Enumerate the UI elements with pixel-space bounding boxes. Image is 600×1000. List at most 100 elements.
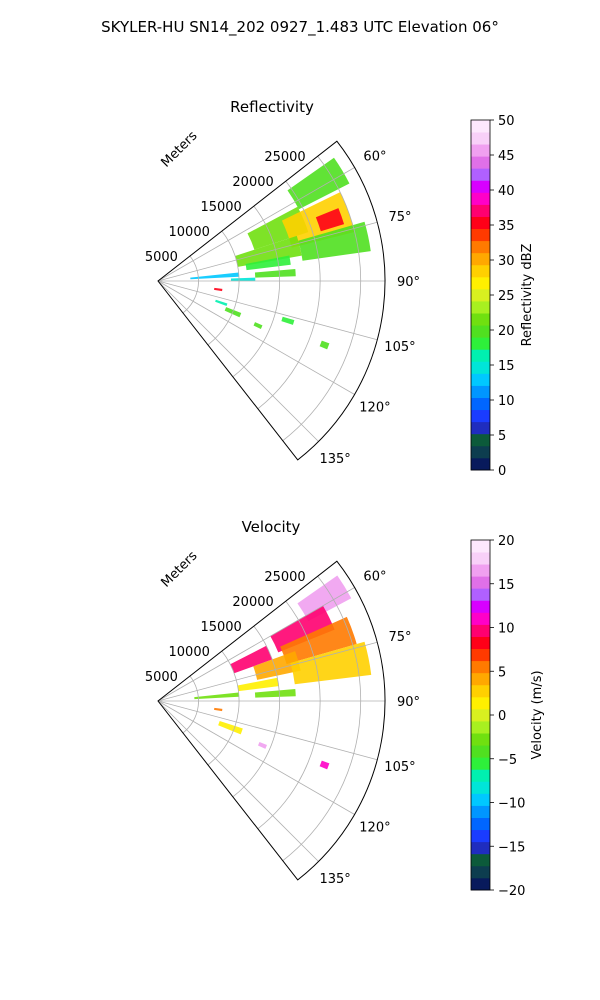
range-tick-label: 10000 bbox=[169, 225, 210, 240]
colorbar-segment bbox=[471, 228, 490, 242]
azimuth-spoke bbox=[157, 280, 319, 442]
colorbar-segment bbox=[471, 636, 490, 650]
reflectivity-panel: Reflectivity 5000 10000 15000 20000 25000 60… bbox=[145, 98, 420, 467]
azimuth-spoke bbox=[157, 700, 355, 815]
velocity-echo bbox=[230, 645, 273, 674]
colorbar-segment bbox=[471, 696, 490, 710]
colorbar-segment bbox=[471, 769, 490, 782]
azimuth-tick-label: 105° bbox=[384, 760, 415, 775]
range-tick-label: 5000 bbox=[145, 670, 178, 685]
range-ring bbox=[182, 675, 199, 734]
colorbar-tick-label: 10 bbox=[498, 394, 515, 409]
velocity-echo bbox=[270, 605, 335, 653]
colorbar-tick-label: 5 bbox=[498, 429, 506, 444]
reflectivity-echo bbox=[281, 316, 295, 325]
colorbar-segment bbox=[471, 337, 490, 350]
colorbar-tick-label: 5 bbox=[498, 665, 506, 680]
colorbar-segment bbox=[471, 156, 490, 169]
velocity-echo bbox=[214, 707, 223, 712]
velocity-title: Velocity bbox=[242, 518, 301, 536]
reflectivity-echo bbox=[319, 340, 330, 350]
reflectivity-echo bbox=[230, 277, 256, 281]
range-tick-label: 10000 bbox=[169, 645, 210, 660]
velocity-grid bbox=[157, 560, 386, 881]
colorbar-segment bbox=[471, 192, 490, 205]
colorbar-segment bbox=[471, 660, 490, 674]
colorbar-segment bbox=[471, 264, 490, 278]
colorbar-tick-label: 15 bbox=[498, 578, 515, 593]
reflectivity-echo bbox=[298, 221, 371, 261]
colorbar-segment bbox=[471, 421, 490, 435]
velocity-echo bbox=[254, 688, 296, 698]
velocity-colorbar: −20 −15 −10 −5 0 5 10 15 20 Velocity (m/s) bbox=[470, 534, 545, 899]
colorbar-tick-label: 20 bbox=[498, 534, 515, 549]
colorbar-segment bbox=[471, 708, 490, 722]
colorbar-segment bbox=[471, 216, 490, 230]
azimuth-spoke bbox=[157, 587, 355, 702]
sector-frame bbox=[157, 560, 386, 881]
sector-frame bbox=[157, 140, 386, 461]
colorbar-segment bbox=[471, 301, 490, 314]
azimuth-tick-label: 135° bbox=[319, 872, 350, 887]
figure-title: SKYLER-HU SN14_202 0927_1.483 UTC Elevat… bbox=[101, 18, 499, 37]
colorbar-tick-label: −20 bbox=[498, 884, 525, 899]
colorbar-segment bbox=[471, 805, 490, 818]
reflectivity-colorbar-label: Reflectivity dBZ bbox=[520, 244, 535, 347]
colorbar-tick-label: 50 bbox=[498, 114, 515, 129]
range-ring bbox=[282, 575, 362, 862]
colorbar-tick-label: 0 bbox=[498, 709, 506, 724]
velocity-echo bbox=[297, 575, 352, 622]
colorbar-segment bbox=[471, 865, 490, 879]
azimuth-spoke bbox=[157, 167, 355, 282]
colorbar-tick-label: 15 bbox=[498, 359, 515, 374]
azimuth-tick-label: 120° bbox=[359, 820, 390, 835]
reflectivity-echo bbox=[214, 287, 223, 292]
range-ring bbox=[257, 180, 321, 410]
velocity-echoes bbox=[194, 575, 372, 770]
colorbar-segment bbox=[471, 757, 490, 770]
range-ring bbox=[232, 625, 281, 798]
colorbar-segment bbox=[471, 817, 490, 831]
velocity-azimuth-labels: 60° 75° 90° 105° 120° 135° bbox=[319, 570, 420, 887]
range-ring bbox=[207, 230, 240, 346]
colorbar-segment bbox=[471, 349, 490, 362]
colorbar-segment bbox=[471, 781, 490, 794]
colorbar-segment bbox=[471, 385, 490, 398]
colorbar-segment bbox=[471, 745, 490, 758]
azimuth-tick-label: 60° bbox=[363, 150, 386, 165]
range-tick-label: 5000 bbox=[145, 250, 178, 265]
colorbar-segment bbox=[471, 288, 490, 302]
colorbar-segment bbox=[471, 457, 490, 471]
colorbar-segment bbox=[471, 120, 490, 133]
colorbar-segment bbox=[471, 373, 490, 386]
colorbar-tick-label: 20 bbox=[498, 324, 515, 339]
colorbar-segment bbox=[471, 576, 490, 589]
colorbar-segment bbox=[471, 168, 490, 181]
colorbar-tick-label: −15 bbox=[498, 840, 525, 855]
reflectivity-azimuth-labels: 60° 75° 90° 105° 120° 135° bbox=[319, 150, 420, 467]
velocity-echo bbox=[290, 641, 372, 685]
colorbar-segment bbox=[471, 648, 490, 662]
colorbar-tick-label: −10 bbox=[498, 797, 525, 812]
colorbar-segment bbox=[471, 240, 490, 254]
colorbar-tick-label: 10 bbox=[498, 622, 515, 637]
velocity-echo bbox=[253, 651, 301, 680]
reflectivity-echoes bbox=[190, 157, 371, 350]
reflectivity-grid bbox=[157, 140, 386, 461]
colorbar-tick-label: 40 bbox=[498, 184, 515, 199]
velocity-echo bbox=[257, 741, 267, 749]
colorbar-segment bbox=[471, 445, 490, 459]
azimuth-tick-label: 90° bbox=[397, 275, 420, 290]
colorbar-segment bbox=[471, 204, 490, 217]
azimuth-spoke bbox=[157, 221, 378, 282]
colorbar-segment bbox=[471, 672, 490, 686]
azimuth-tick-label: 90° bbox=[397, 695, 420, 710]
colorbar-segment bbox=[471, 409, 490, 423]
colorbar-tick-label: 35 bbox=[498, 219, 515, 234]
colorbar-segment bbox=[471, 612, 490, 625]
range-tick-label: 15000 bbox=[200, 620, 241, 635]
velocity-range-labels: 5000 10000 15000 20000 25000 bbox=[145, 570, 306, 685]
azimuth-tick-label: 75° bbox=[388, 630, 411, 645]
azimuth-tick-label: 135° bbox=[319, 452, 350, 467]
